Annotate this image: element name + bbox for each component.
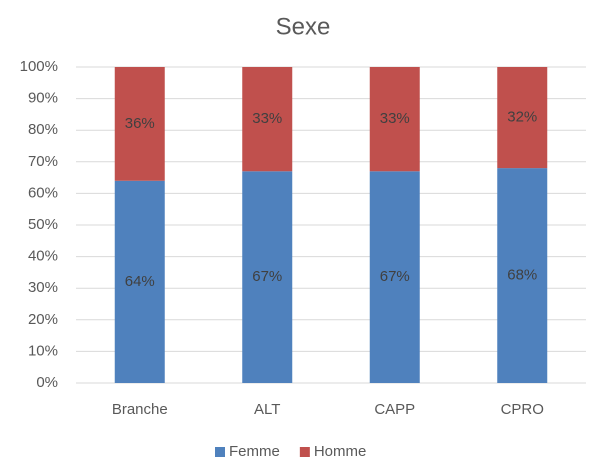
data-label: 64% xyxy=(125,273,155,290)
y-tick-label: 90% xyxy=(28,90,58,107)
y-tick-label: 80% xyxy=(28,121,58,138)
legend-label: Homme xyxy=(314,443,367,460)
y-tick-label: 0% xyxy=(36,374,58,391)
x-tick-label: CPRO xyxy=(501,401,544,418)
bar-segment xyxy=(242,67,293,172)
bar-segment xyxy=(114,67,165,181)
bar-segment xyxy=(369,171,420,383)
legend-swatch xyxy=(299,447,310,457)
y-tick-label: 10% xyxy=(28,342,58,359)
chart-title: Sexe xyxy=(276,13,331,40)
y-tick-label: 40% xyxy=(28,248,58,265)
data-label: 67% xyxy=(380,268,410,285)
legend-label: Femme xyxy=(229,443,280,460)
x-tick-label: Branche xyxy=(112,401,168,418)
y-tick-label: 60% xyxy=(28,184,58,201)
data-label: 33% xyxy=(380,110,410,127)
legend-swatch xyxy=(215,447,225,457)
y-tick-label: 100% xyxy=(20,58,58,75)
bar-segment xyxy=(242,171,293,383)
y-tick-label: 20% xyxy=(28,311,58,328)
data-label: 32% xyxy=(507,109,537,126)
data-label: 68% xyxy=(507,267,537,284)
bar-segment xyxy=(497,67,548,169)
bar-segment xyxy=(497,168,548,383)
bar-segment xyxy=(369,67,420,172)
y-tick-label: 30% xyxy=(28,279,58,296)
y-tick-label: 70% xyxy=(28,153,58,170)
bar-segment xyxy=(114,180,165,383)
data-label: 67% xyxy=(252,268,282,285)
x-tick-label: CAPP xyxy=(374,401,415,418)
x-tick-label: ALT xyxy=(254,401,280,418)
data-label: 33% xyxy=(252,110,282,127)
data-label: 36% xyxy=(125,115,155,132)
y-tick-label: 50% xyxy=(28,216,58,233)
